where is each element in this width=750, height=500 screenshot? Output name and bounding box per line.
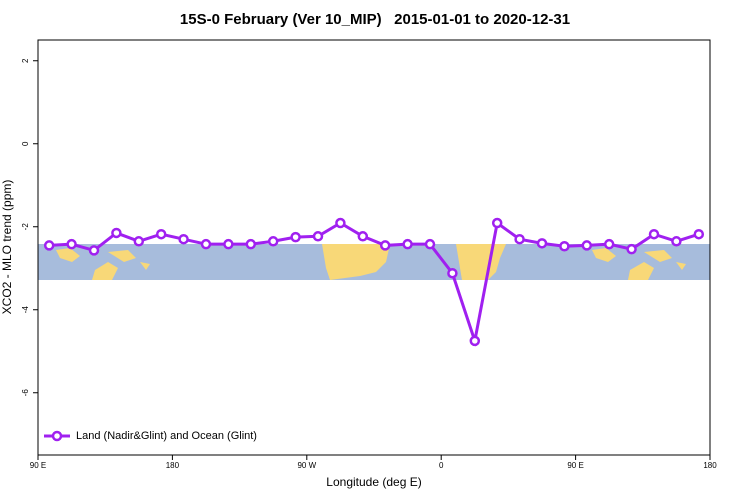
y-tick-label: -2 <box>21 223 30 231</box>
point <box>155 228 167 240</box>
x-tick-label: 0 <box>439 461 444 470</box>
point <box>447 267 458 279</box>
point <box>491 217 503 229</box>
land <box>56 248 150 280</box>
x-tick-label: 180 <box>703 461 717 470</box>
point <box>245 238 257 250</box>
point <box>626 243 637 255</box>
y-axis-label: XCO2 - MLO trend (ppm) <box>0 180 14 315</box>
point <box>312 231 324 242</box>
point <box>133 236 145 247</box>
point <box>357 231 369 242</box>
legend-marker <box>51 430 63 442</box>
point <box>267 236 279 247</box>
x-tick-label: 90 W <box>297 461 316 470</box>
point <box>693 228 705 240</box>
point <box>200 238 212 250</box>
point <box>111 227 122 239</box>
point <box>379 240 391 251</box>
point <box>536 238 548 249</box>
point <box>178 233 189 245</box>
point <box>43 240 55 251</box>
land <box>456 244 506 280</box>
land <box>322 244 390 280</box>
y-tick-label: 0 <box>21 141 30 146</box>
point <box>559 241 570 252</box>
legend-label: Land (Nadir&Glint) and Ocean (Glint) <box>76 430 257 442</box>
point <box>66 238 77 250</box>
map-band <box>38 244 710 280</box>
point <box>469 335 481 347</box>
land <box>592 248 686 280</box>
y-tick-label: -6 <box>21 389 30 397</box>
point <box>88 245 100 256</box>
y-tick-label: 2 <box>21 58 30 63</box>
x-tick-label: 180 <box>166 461 180 470</box>
point <box>424 238 436 250</box>
point <box>603 238 615 250</box>
x-tick-label: 90 E <box>30 461 46 470</box>
y-tick-label: -4 <box>21 306 30 314</box>
point <box>648 228 660 240</box>
plot-frame <box>37 39 711 456</box>
point <box>223 238 234 250</box>
point <box>514 233 525 245</box>
point <box>581 240 593 251</box>
point <box>402 238 413 250</box>
chart-title: 15S-0 February (Ver 10_MIP) 2015-01-01 t… <box>180 11 570 28</box>
x-tick-label: 90 E <box>567 461 583 470</box>
point <box>335 217 346 229</box>
series-line <box>49 220 700 347</box>
point <box>290 231 301 243</box>
x-axis-label: Longitude (deg E) <box>326 475 421 489</box>
point <box>671 236 682 247</box>
